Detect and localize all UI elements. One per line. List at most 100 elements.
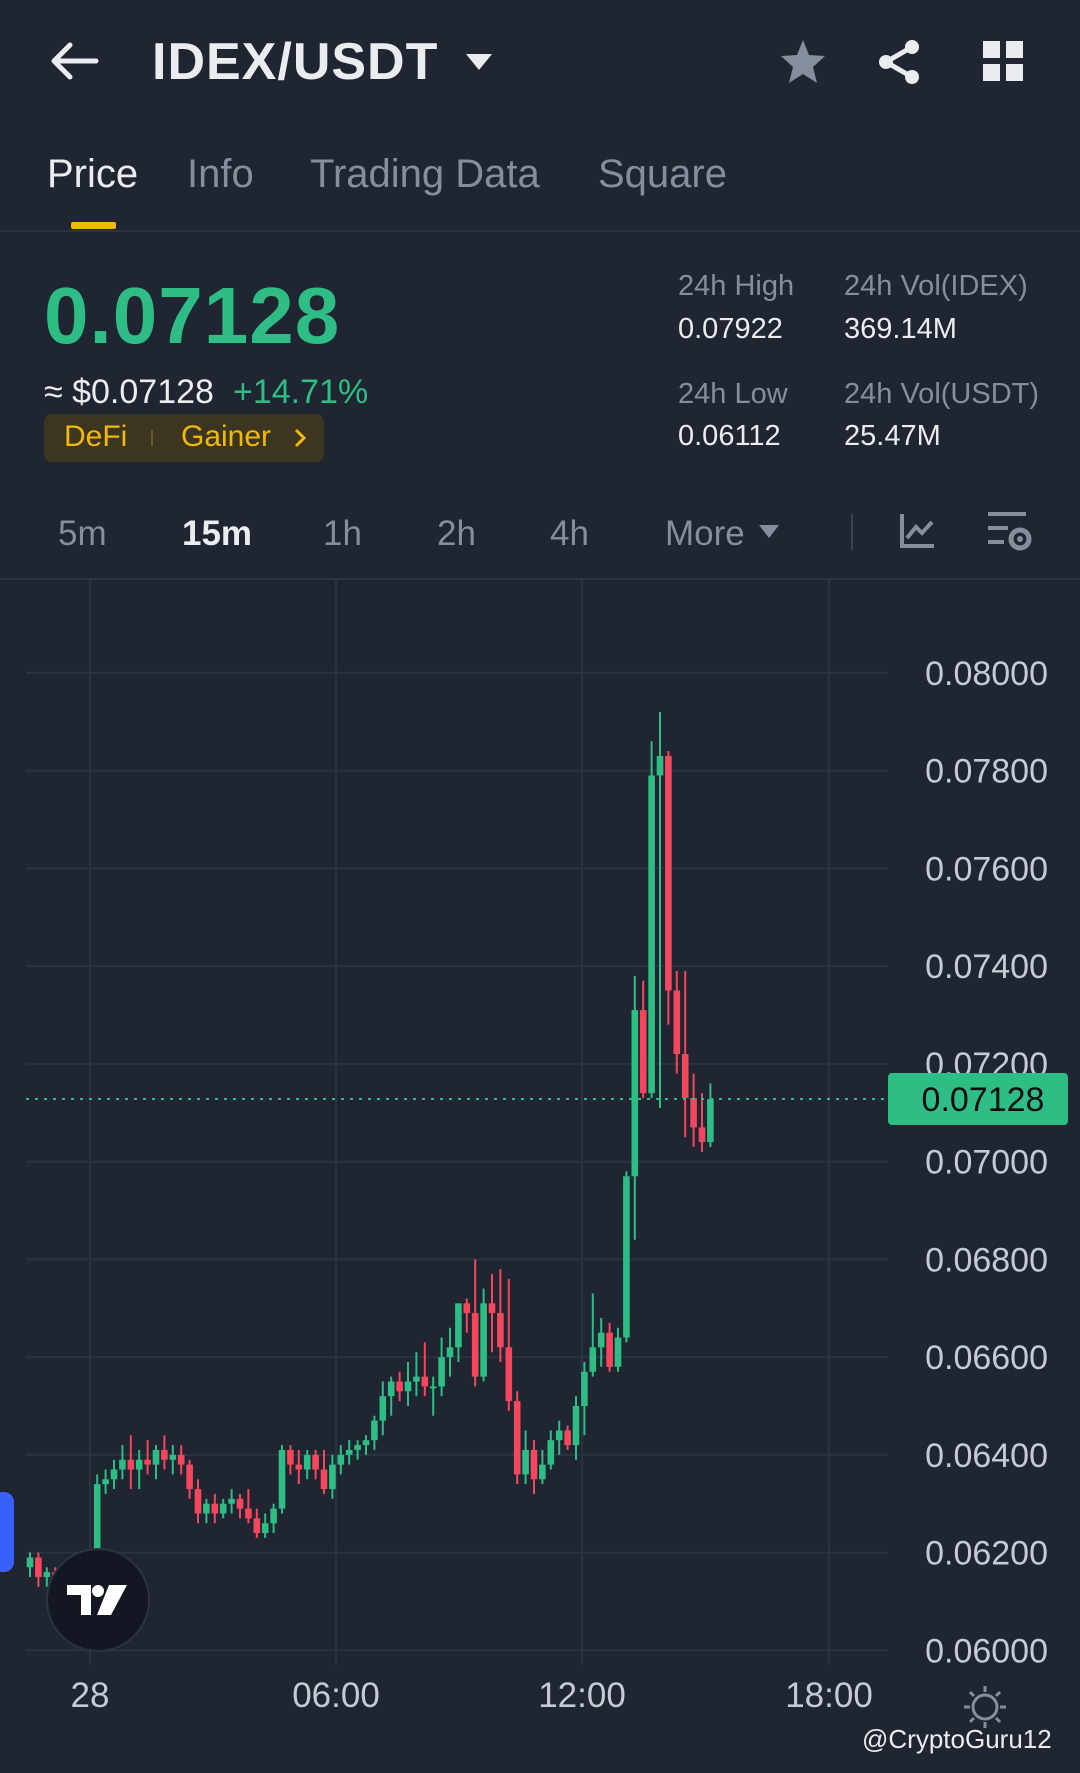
candle-body bbox=[253, 1518, 261, 1534]
category-tags[interactable]: DeFi Gainer bbox=[44, 414, 324, 462]
candle-body bbox=[673, 990, 681, 1055]
candle-body bbox=[161, 1449, 168, 1460]
candle-body bbox=[303, 1454, 311, 1470]
candle-body bbox=[354, 1445, 361, 1450]
tab-square[interactable]: Square bbox=[598, 152, 727, 196]
candlestick-chart[interactable]: 0.08000 0.07800 0.07600 0.07400 0.07200 0.070… bbox=[0, 580, 1080, 1768]
y-axis-tick-label: 0.06800 bbox=[925, 1241, 1048, 1279]
candle-body bbox=[614, 1337, 622, 1367]
y-axis-tick-label: 0.06000 bbox=[925, 1632, 1048, 1670]
candle-body bbox=[522, 1449, 529, 1475]
candle-body bbox=[135, 1459, 143, 1470]
candle-body bbox=[555, 1430, 563, 1441]
candle-body bbox=[219, 1503, 227, 1514]
y-axis-tick-label: 0.07400 bbox=[925, 948, 1048, 986]
y-axis-tick-label: 0.06600 bbox=[925, 1339, 1048, 1377]
low-label: 24h Low bbox=[678, 378, 788, 410]
candle-body bbox=[648, 775, 655, 1094]
y-axis-tick-label: 0.07800 bbox=[925, 753, 1048, 791]
candle-body bbox=[581, 1371, 588, 1406]
tab-info[interactable]: Info bbox=[187, 152, 254, 196]
tradingview-logo-icon[interactable] bbox=[46, 1548, 150, 1652]
interval-1h[interactable]: 1h bbox=[323, 514, 362, 553]
indicator-chart-icon[interactable] bbox=[898, 510, 938, 555]
candle-body bbox=[505, 1347, 513, 1402]
star-icon[interactable] bbox=[776, 36, 830, 88]
candle-body bbox=[497, 1313, 504, 1348]
candle-body bbox=[152, 1449, 160, 1465]
chevron-right-icon[interactable] bbox=[292, 426, 308, 455]
x-axis-tick-label: 18:00 bbox=[785, 1676, 873, 1715]
candle-body bbox=[597, 1332, 605, 1348]
candle-body bbox=[606, 1332, 613, 1367]
candle-body bbox=[530, 1449, 538, 1480]
vol-base-value: 369.14M bbox=[844, 313, 957, 345]
interval-more[interactable]: More bbox=[665, 514, 745, 553]
candle-body bbox=[312, 1454, 319, 1470]
candle-body bbox=[446, 1347, 454, 1358]
candle-body bbox=[186, 1464, 193, 1490]
candle-body bbox=[547, 1440, 555, 1465]
tag-separator bbox=[151, 430, 153, 446]
candle-body bbox=[564, 1430, 571, 1446]
tabs-divider bbox=[0, 230, 1080, 232]
caret-down-icon[interactable] bbox=[462, 50, 496, 74]
interval-15m[interactable]: 15m bbox=[182, 514, 253, 553]
chart-settings-icon[interactable] bbox=[986, 508, 1034, 559]
candle-body bbox=[177, 1454, 185, 1465]
sun-icon[interactable] bbox=[962, 1684, 1008, 1735]
candle-body bbox=[43, 1572, 51, 1578]
candle-body bbox=[236, 1498, 244, 1509]
top-bar: IDEX/USDT bbox=[0, 0, 1080, 125]
candle-body bbox=[345, 1449, 353, 1455]
more-caret-icon[interactable] bbox=[758, 524, 780, 545]
last-price-tag-label: 0.07128 bbox=[922, 1081, 1045, 1119]
candle-body bbox=[26, 1557, 34, 1568]
grid-icon[interactable] bbox=[982, 40, 1024, 82]
candle-body bbox=[639, 1010, 647, 1094]
candle-body bbox=[690, 1098, 697, 1128]
candle-body bbox=[404, 1381, 412, 1392]
tab-trading-data[interactable]: Trading Data bbox=[310, 152, 540, 196]
interval-4h[interactable]: 4h bbox=[550, 514, 589, 553]
candle-body bbox=[387, 1381, 395, 1397]
usd-price: ≈ $0.07128 bbox=[44, 373, 214, 411]
interval-2h[interactable]: 2h bbox=[437, 514, 476, 553]
candle-body bbox=[194, 1489, 202, 1514]
candle-body bbox=[471, 1313, 479, 1377]
vol-base-label: 24h Vol(IDEX) bbox=[844, 270, 1028, 302]
share-icon[interactable] bbox=[874, 36, 924, 88]
candle-body bbox=[438, 1357, 445, 1387]
tab-price[interactable]: Price bbox=[47, 152, 139, 196]
candle-body bbox=[665, 755, 672, 991]
x-axis-tick-label: 06:00 bbox=[292, 1676, 380, 1715]
candle-body bbox=[295, 1464, 303, 1470]
back-arrow-icon[interactable] bbox=[48, 38, 102, 84]
interval-5m[interactable]: 5m bbox=[58, 514, 107, 553]
tag-gainer[interactable]: Gainer bbox=[181, 420, 272, 453]
candle-body bbox=[572, 1405, 580, 1446]
candle-body bbox=[362, 1440, 370, 1446]
y-axis-tick-label: 0.06200 bbox=[925, 1535, 1048, 1573]
last-price: 0.07128 bbox=[44, 271, 341, 360]
vol-quote-label: 24h Vol(USDT) bbox=[844, 378, 1040, 410]
candle-body bbox=[413, 1376, 420, 1382]
candle-body bbox=[337, 1454, 345, 1465]
candle-body bbox=[320, 1469, 328, 1490]
low-value: 0.06112 bbox=[678, 420, 781, 452]
candle-body bbox=[102, 1479, 109, 1485]
tag-defi[interactable]: DeFi bbox=[64, 420, 128, 453]
x-axis-tick-label: 12:00 bbox=[538, 1676, 626, 1715]
candle-body bbox=[119, 1459, 126, 1470]
collapse-panel-handle[interactable] bbox=[0, 1492, 14, 1572]
high-label: 24h High bbox=[678, 270, 795, 302]
pair-title[interactable]: IDEX/USDT bbox=[152, 33, 439, 91]
candle-body bbox=[698, 1127, 706, 1143]
candle-body bbox=[623, 1176, 630, 1338]
candle-body bbox=[371, 1420, 378, 1441]
candle-body bbox=[278, 1449, 286, 1509]
y-axis-tick-label: 0.07000 bbox=[925, 1144, 1048, 1182]
candle-body bbox=[110, 1469, 118, 1480]
candle-body bbox=[203, 1503, 210, 1514]
candle-body bbox=[396, 1381, 403, 1392]
